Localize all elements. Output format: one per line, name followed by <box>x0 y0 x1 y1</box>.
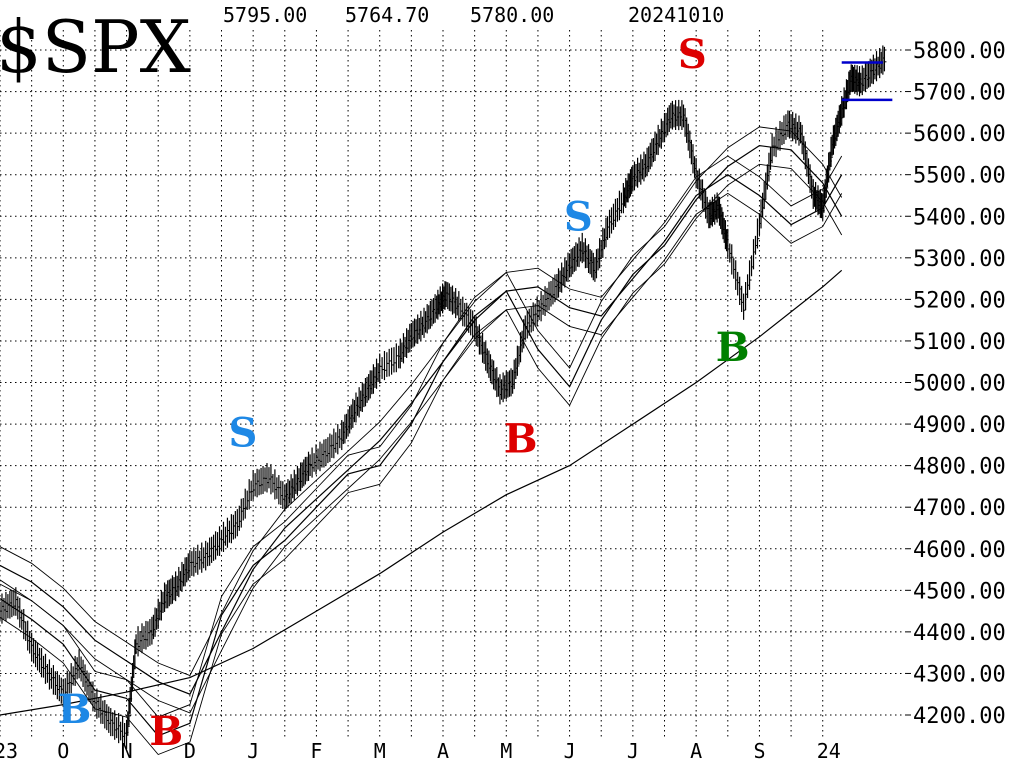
x-tick-label: S <box>753 739 765 763</box>
chart-title: $SPX <box>0 5 191 89</box>
x-tick-label: J <box>627 739 639 763</box>
x-tick-label: 23 <box>0 739 18 763</box>
y-tick-label: 5500.00 <box>913 164 1006 189</box>
y-tick-label: 4400.00 <box>913 621 1006 646</box>
y-tick-label: 4800.00 <box>913 455 1006 480</box>
x-tick-label: F <box>310 739 322 763</box>
y-tick-label: 4500.00 <box>913 579 1006 604</box>
x-tick-label: A <box>690 739 702 763</box>
x-tick-label: M <box>500 739 512 763</box>
x-tick-label: J <box>247 739 259 763</box>
band-envelope-0-1 <box>0 126 843 718</box>
y-tick-label: 4700.00 <box>913 496 1006 521</box>
price-bars <box>0 45 887 750</box>
y-tick-label: 5300.00 <box>913 247 1006 272</box>
signal-b-0: B <box>58 686 92 733</box>
header-date: 20241010 <box>628 3 724 27</box>
x-tick-label: N <box>121 739 133 763</box>
support-resistance-lines <box>841 61 893 102</box>
y-tick-label: 5200.00 <box>913 288 1006 313</box>
signal-s-2: S <box>228 409 257 456</box>
y-tick-label: 5000.00 <box>913 372 1006 397</box>
signal-b-1: B <box>149 708 183 755</box>
chart-grid <box>0 30 905 740</box>
y-axis-labels: 5800.00 5700.00 5600.00 5500.00 5400.00 5300.… <box>905 39 1006 729</box>
header-close: 5780.00 <box>470 3 554 27</box>
y-tick-label: 4300.00 <box>913 662 1006 687</box>
trade-signals: B B S B S S B <box>58 31 750 755</box>
y-tick-label: 5800.00 <box>913 39 1006 64</box>
band-line-0 <box>0 144 843 737</box>
signal-b-3: B <box>504 416 538 463</box>
y-tick-label: 5400.00 <box>913 205 1006 230</box>
y-tick-label: 4900.00 <box>913 413 1006 438</box>
y-tick-label: 4200.00 <box>913 704 1006 729</box>
signal-s-5: S <box>678 31 707 78</box>
signal-s-4: S <box>564 193 593 240</box>
y-tick-label: 5700.00 <box>913 81 1006 106</box>
x-tick-label: M <box>374 739 386 763</box>
x-tick-label: J <box>564 739 576 763</box>
x-tick-label: O <box>57 739 69 763</box>
header-high: 5795.00 <box>223 3 307 27</box>
x-tick-label: D <box>184 739 196 763</box>
y-tick-label: 5100.00 <box>913 330 1006 355</box>
y-tick-label: 5600.00 <box>913 122 1006 147</box>
signal-b-6: B <box>716 324 750 371</box>
header-low: 5764.70 <box>345 3 429 27</box>
band-line-2 <box>0 269 843 716</box>
x-tick-label: A <box>437 739 449 763</box>
band-line-1 <box>0 173 843 695</box>
x-tick-label: 24 <box>817 739 841 763</box>
x-axis-labels: 23 O N D J F M A M J J A S 24 <box>0 739 841 763</box>
y-tick-label: 4600.00 <box>913 538 1006 563</box>
